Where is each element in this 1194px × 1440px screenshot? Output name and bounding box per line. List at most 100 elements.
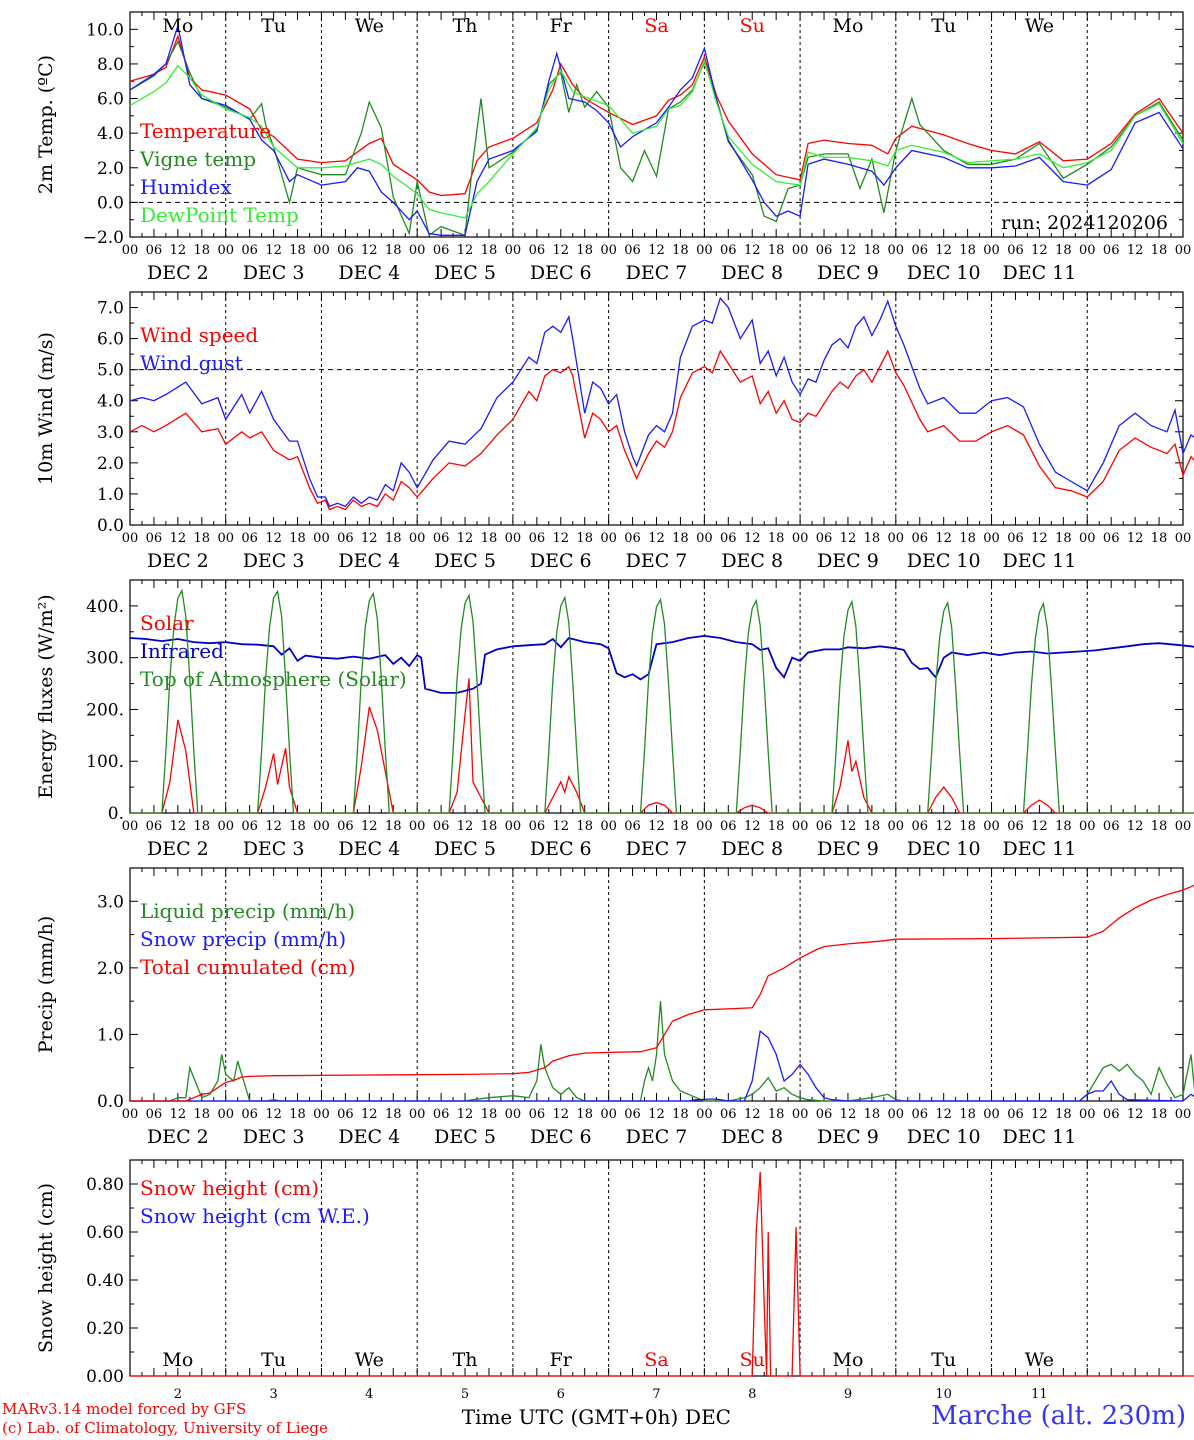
- y-tick-label: 2.0: [97, 959, 124, 979]
- hour-label: 12: [552, 1107, 569, 1122]
- legend-entry: DewPoint Temp: [140, 203, 299, 227]
- hour-label: 06: [624, 243, 641, 258]
- hour-label: 06: [1007, 531, 1024, 546]
- hour-label: 00: [1175, 819, 1192, 834]
- hour-label: 12: [840, 1107, 857, 1122]
- hour-label: 18: [864, 531, 881, 546]
- date-label: DEC 4: [338, 262, 400, 284]
- legend-entry: Snow height (cm): [140, 1176, 319, 1200]
- hour-label: 06: [1103, 819, 1120, 834]
- y-tick-label: 0.00: [86, 1367, 124, 1387]
- hour-label: 06: [624, 1107, 641, 1122]
- weekday-label: We: [355, 15, 384, 37]
- date-label: DEC 2: [147, 550, 209, 572]
- legend-entry: Snow height (cm W.E.): [140, 1204, 370, 1228]
- weekday-label: Mo: [162, 1349, 193, 1371]
- hour-label: 00: [217, 1107, 234, 1122]
- hour-label: 00: [1175, 531, 1192, 546]
- hour-label: 12: [744, 819, 761, 834]
- hour-label: 12: [744, 243, 761, 258]
- hour-label: 06: [146, 1107, 163, 1122]
- hour-label: 00: [313, 531, 330, 546]
- hour-label: 00: [696, 1107, 713, 1122]
- hour-label: 18: [864, 1107, 881, 1122]
- date-label: DEC 2: [147, 838, 209, 860]
- hour-label: 00: [505, 243, 522, 258]
- hour-label: 18: [959, 243, 976, 258]
- date-label: DEC 6: [530, 838, 592, 860]
- date-label: DEC 8: [721, 1126, 783, 1148]
- hour-label: 18: [194, 531, 211, 546]
- y-tick-label: 200.: [86, 700, 124, 720]
- hour-label: 12: [648, 819, 665, 834]
- hour-label: 06: [146, 531, 163, 546]
- date-label: DEC 6: [530, 262, 592, 284]
- weekday-label: Su: [740, 1349, 765, 1371]
- hour-label: 00: [600, 819, 617, 834]
- hour-label: 06: [1007, 243, 1024, 258]
- bottom-day-number: 4: [365, 1387, 373, 1402]
- date-label: DEC 3: [243, 838, 305, 860]
- y-axis-label: Precip (mm/h): [35, 916, 57, 1054]
- hour-label: 00: [1079, 243, 1096, 258]
- hour-label: 18: [194, 1107, 211, 1122]
- hour-label: 12: [361, 1107, 378, 1122]
- hour-label: 00: [792, 819, 809, 834]
- date-label: DEC 4: [338, 838, 400, 860]
- hour-label: 00: [792, 1107, 809, 1122]
- hour-label: 06: [529, 243, 546, 258]
- hour-label: 12: [1031, 1107, 1048, 1122]
- y-tick-label: 0.0: [97, 193, 124, 213]
- date-label: DEC 11: [1002, 550, 1076, 572]
- hour-label: 12: [170, 531, 187, 546]
- hour-label: 18: [194, 819, 211, 834]
- hour-label: 12: [935, 819, 952, 834]
- hour-label: 00: [122, 1107, 139, 1122]
- hour-label: 06: [529, 1107, 546, 1122]
- hour-label: 06: [529, 531, 546, 546]
- hour-label: 00: [217, 243, 234, 258]
- series-line-infrared: [129, 634, 1194, 694]
- hour-label: 00: [1175, 1107, 1192, 1122]
- date-label: DEC 5: [434, 550, 496, 572]
- bottom-day-number: 11: [1031, 1387, 1048, 1402]
- weekday-label: Sa: [644, 1349, 668, 1371]
- hour-label: 12: [361, 819, 378, 834]
- y-tick-label: −2.0: [83, 228, 124, 248]
- y-tick-label: 3.0: [97, 423, 124, 443]
- hour-label: 00: [983, 1107, 1000, 1122]
- panel-1: [129, 11, 1184, 238]
- hour-label: 06: [433, 531, 450, 546]
- y-tick-label: 0.40: [86, 1271, 124, 1291]
- hour-label: 18: [959, 1107, 976, 1122]
- weekday-label: Mo: [833, 1349, 864, 1371]
- hour-label: 00: [505, 1107, 522, 1122]
- y-tick-label: 0.: [108, 804, 124, 824]
- panel-3: [129, 579, 1194, 814]
- hour-label: 00: [1175, 243, 1192, 258]
- hour-label: 06: [337, 1107, 354, 1122]
- hour-label: 06: [624, 819, 641, 834]
- hour-label: 12: [457, 531, 474, 546]
- bottom-day-number: 9: [844, 1387, 852, 1402]
- legend-entry: Infrared: [140, 639, 224, 663]
- hour-label: 00: [983, 243, 1000, 258]
- hour-label: 12: [1127, 243, 1144, 258]
- weekday-label: Tu: [931, 1349, 956, 1371]
- hour-label: 06: [241, 531, 258, 546]
- hour-label: 06: [911, 1107, 928, 1122]
- hour-label: 12: [457, 819, 474, 834]
- weekday-label: Th: [453, 15, 478, 37]
- hour-label: 18: [481, 531, 498, 546]
- date-label: DEC 2: [147, 262, 209, 284]
- hour-label: 00: [1079, 531, 1096, 546]
- hour-label: 18: [289, 1107, 306, 1122]
- x-axis-label: Time UTC (GMT+0h): [462, 1405, 679, 1429]
- legend-entry: Temperature: [140, 119, 271, 143]
- date-label: DEC 7: [626, 550, 688, 572]
- hour-label: 12: [170, 819, 187, 834]
- hour-label: 00: [1079, 819, 1096, 834]
- y-tick-label: 0.60: [86, 1223, 124, 1243]
- hour-label: 12: [265, 1107, 282, 1122]
- bottom-day-number: 5: [461, 1387, 469, 1402]
